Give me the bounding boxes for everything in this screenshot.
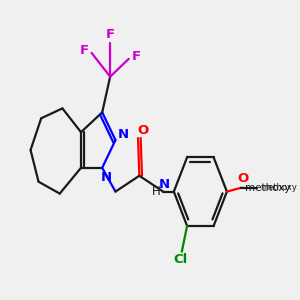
Text: methoxy: methoxy: [260, 183, 297, 192]
Text: O: O: [237, 172, 248, 185]
Text: F: F: [132, 50, 141, 63]
Text: O: O: [137, 124, 148, 137]
Text: H: H: [152, 185, 160, 198]
Text: N: N: [117, 128, 128, 141]
Text: F: F: [80, 44, 89, 57]
Text: N: N: [100, 171, 112, 184]
Text: F: F: [106, 28, 115, 41]
Text: N: N: [159, 178, 170, 191]
Text: Cl: Cl: [173, 253, 188, 266]
Text: methoxy: methoxy: [245, 183, 290, 193]
